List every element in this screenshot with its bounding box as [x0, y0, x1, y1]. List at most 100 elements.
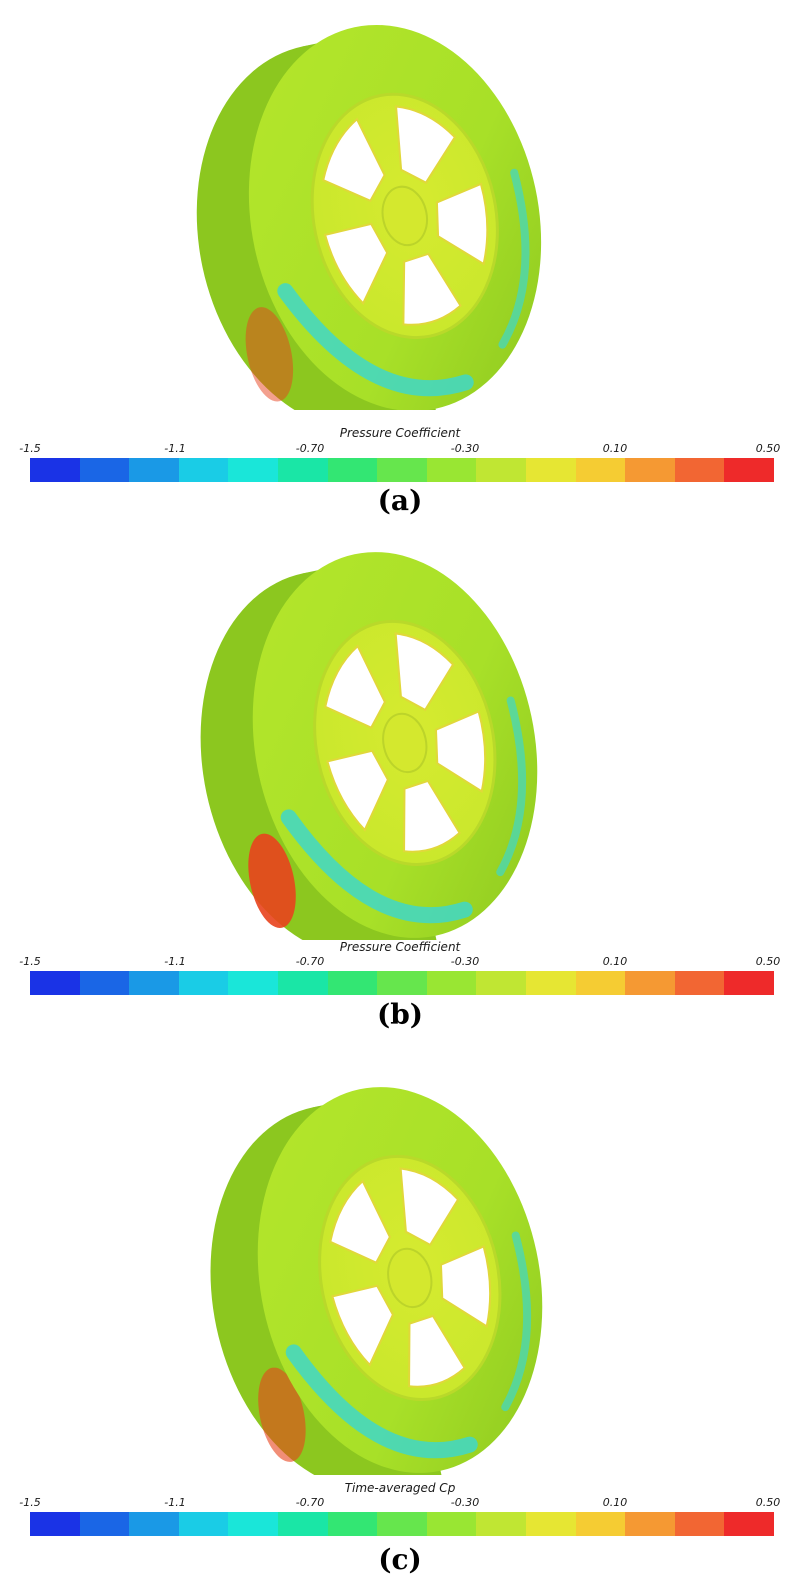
colorbar-segment: [724, 458, 774, 482]
colorbar-segment: [525, 458, 576, 482]
spoke-opening: [326, 749, 390, 832]
colorbar-a: [30, 458, 774, 482]
tick-label-a-1: -1.1: [164, 442, 186, 455]
colorbar-segment: [674, 458, 725, 482]
colorbar-segment: [377, 458, 427, 482]
colorbar-segment: [228, 971, 278, 995]
colorbar-segment: [625, 1512, 675, 1536]
colorbar-segment: [426, 971, 477, 995]
legend-title-a: Pressure Coefficient: [339, 426, 461, 440]
colorbar-segment: [625, 458, 675, 482]
tick-label-c-4: 0.10: [602, 1496, 628, 1509]
wheel: [196, 24, 542, 410]
colorbar-segment: [79, 458, 130, 482]
low-pressure-band: [280, 809, 473, 924]
spoke-opening: [434, 710, 487, 793]
panel-b: Pressure Coefficient -1.5 -1.1 -0.70 -0.…: [0, 530, 800, 1055]
tick-label-a-0: -1.5: [19, 442, 41, 455]
panel-c: Time-averaged Cp -1.5 -1.1 -0.70 -0.30 0…: [0, 1055, 800, 1591]
tick-label-c-3: -0.30: [450, 1496, 480, 1509]
colorbar-segment: [178, 1512, 229, 1536]
spoke-opening: [323, 222, 389, 306]
colorbar-segment: [228, 1512, 278, 1536]
colorbar-segment: [178, 458, 229, 482]
legend-title-c: Time-averaged Cp: [344, 1481, 456, 1495]
stagnation-zone: [245, 307, 294, 402]
colorbar-segment: [674, 971, 725, 995]
colorbar-segment: [30, 458, 80, 482]
tick-label-b-4: 0.10: [602, 955, 628, 968]
wheel-render-a: [196, 24, 542, 410]
spoke-opening: [439, 1245, 492, 1328]
colorbar-segment: [724, 1512, 774, 1536]
tick-label-a-4: 0.10: [602, 442, 628, 455]
colorbar-segment: [129, 1512, 179, 1536]
spoke-opening: [322, 117, 386, 203]
spoke-opening: [324, 644, 387, 729]
spoke-opening: [394, 632, 455, 712]
colorbar-segment: [575, 971, 626, 995]
colorbar-segment: [79, 971, 130, 995]
panel-a: Pressure Coefficient -1.5 -1.1 -0.70 -0.…: [0, 0, 800, 530]
low-pressure-band: [277, 283, 474, 397]
colorbar-segment: [426, 458, 477, 482]
colorbar-segment: [476, 971, 526, 995]
spoke-opening: [435, 182, 489, 266]
tick-label-b-5: 0.50: [755, 955, 781, 968]
tick-label-b-2: -0.70: [295, 955, 325, 968]
spoke-opening: [408, 1314, 466, 1388]
low-pressure-band: [285, 1344, 478, 1459]
colorbar-segment: [178, 971, 229, 995]
tick-label-a-3: -0.30: [450, 442, 480, 455]
colorbar-segment: [724, 971, 774, 995]
spoke-opening: [331, 1284, 395, 1367]
wheel: [200, 552, 538, 940]
hub: [381, 185, 429, 247]
colorbar-segment: [79, 1512, 130, 1536]
spoke-opening: [394, 105, 457, 184]
colorbar-segment: [228, 458, 278, 482]
colorbar-segment: [277, 971, 328, 995]
spoke-opening: [329, 1179, 392, 1264]
tick-label-b-1: -1.1: [164, 955, 186, 968]
hub: [382, 712, 428, 774]
legend-title-b: Pressure Coefficient: [339, 940, 461, 954]
colorbar-segment: [476, 458, 526, 482]
colorbar-segment: [575, 458, 626, 482]
colorbar-b: [30, 971, 774, 995]
low-pressure-band-right: [501, 1231, 532, 1412]
colorbar-segment: [327, 971, 378, 995]
colorbar-c: [30, 1512, 774, 1536]
spoke-opening: [399, 1167, 460, 1247]
colorbar-segment: [129, 971, 179, 995]
colorbar-segment: [377, 971, 427, 995]
tick-label-a-2: -0.70: [295, 442, 325, 455]
low-pressure-band-right: [498, 168, 530, 349]
hub: [387, 1247, 433, 1309]
tick-label-b-0: -1.5: [19, 955, 41, 968]
stagnation-zone: [248, 833, 296, 928]
panel-label-a: (a): [377, 484, 423, 517]
panel-label-b: (b): [376, 998, 424, 1031]
colorbar-segment: [327, 458, 378, 482]
colorbar-segment: [426, 1512, 477, 1536]
wheel-render-c: [210, 1087, 543, 1475]
spoke-opening: [403, 779, 461, 853]
tick-label-a-5: 0.50: [755, 442, 781, 455]
colorbar-segment: [525, 971, 576, 995]
tick-label-c-5: 0.50: [755, 1496, 781, 1509]
tick-label-c-2: -0.70: [295, 1496, 325, 1509]
colorbar-segment: [525, 1512, 576, 1536]
tick-label-c-0: -1.5: [19, 1496, 41, 1509]
colorbar-segment: [625, 971, 675, 995]
stagnation-zone: [258, 1367, 306, 1462]
colorbar-segment: [575, 1512, 626, 1536]
low-pressure-band-right: [496, 696, 527, 877]
colorbar-segment: [129, 458, 179, 482]
colorbar-segment: [277, 458, 328, 482]
tick-label-c-1: -1.1: [164, 1496, 186, 1509]
wheel-render-b: [200, 552, 538, 940]
colorbar-segment: [327, 1512, 378, 1536]
tick-label-b-3: -0.30: [450, 955, 480, 968]
spoke-opening: [402, 252, 462, 326]
